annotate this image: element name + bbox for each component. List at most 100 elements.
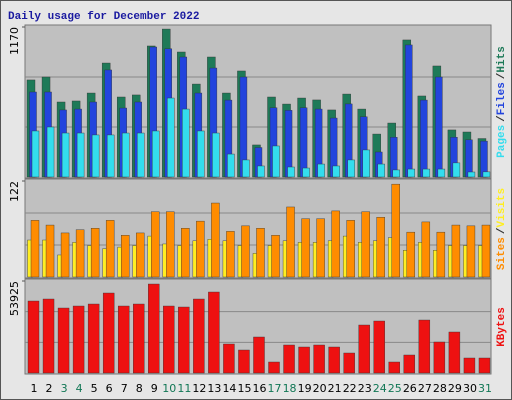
bar — [268, 361, 280, 374]
y-tick-label: 122 — [8, 181, 21, 202]
bar — [102, 292, 115, 374]
bar — [331, 210, 340, 278]
x-tick-label: 18 — [283, 382, 297, 395]
bar — [226, 231, 235, 278]
bar — [467, 171, 476, 178]
legend-entry: Visits — [496, 188, 508, 228]
bar — [317, 163, 325, 178]
bar — [197, 130, 205, 178]
x-tick-label: 19 — [298, 382, 312, 395]
y-tick-label: 53925 — [8, 281, 21, 316]
x-tick-label: 1 — [31, 382, 38, 395]
bar — [332, 165, 340, 178]
bar — [72, 305, 85, 374]
x-tick-label: 7 — [121, 382, 128, 395]
bar — [76, 132, 85, 178]
legend: KBytes — [496, 307, 508, 347]
legend-entry: KBytes — [496, 307, 508, 347]
bar — [166, 211, 175, 278]
x-tick-label: 10 — [162, 382, 176, 395]
bar — [75, 229, 85, 278]
bar — [136, 232, 145, 278]
bar — [163, 305, 175, 374]
bar — [302, 167, 310, 178]
bar — [253, 336, 265, 374]
legend-entry: Sites — [496, 237, 508, 270]
bar — [121, 132, 130, 178]
x-tick-label: 13 — [207, 382, 221, 395]
bar — [347, 159, 355, 178]
bar — [241, 225, 250, 278]
bar — [271, 235, 280, 278]
bar — [418, 319, 431, 374]
bar — [42, 298, 55, 374]
x-tick-label: 4 — [76, 382, 83, 395]
bar — [362, 149, 370, 178]
x-tick-label: 24 — [373, 382, 387, 395]
bar — [133, 303, 145, 374]
bar — [463, 357, 476, 374]
bar — [451, 224, 461, 278]
x-tick-label: 15 — [237, 382, 251, 395]
legend: Pages/Files/Hits — [496, 46, 508, 158]
bar — [283, 344, 295, 374]
bar — [328, 346, 340, 374]
x-tick-label: 20 — [313, 382, 327, 395]
legend: Sites /Visits — [496, 188, 508, 270]
bar — [91, 134, 100, 178]
bar — [388, 361, 400, 374]
bar — [257, 165, 265, 178]
bar — [420, 99, 428, 178]
x-tick-label: 30 — [463, 382, 477, 395]
bar — [212, 132, 220, 178]
bar — [358, 324, 370, 374]
bar — [301, 218, 310, 278]
y-tick-label: 1170 — [8, 27, 21, 55]
bar — [151, 211, 160, 278]
x-tick-label: 28 — [433, 382, 447, 395]
bar — [346, 220, 355, 278]
bar — [193, 298, 205, 374]
x-tick-label: 2 — [46, 382, 53, 395]
bar — [272, 145, 280, 178]
x-tick-label: 12 — [192, 382, 206, 395]
legend-entry: Pages — [496, 125, 508, 158]
bar — [436, 231, 446, 278]
bar — [466, 225, 476, 278]
x-tick-label: 3 — [61, 382, 68, 395]
bar — [57, 307, 70, 374]
x-tick-label: 16 — [253, 382, 267, 395]
bar — [211, 202, 220, 278]
bar — [376, 216, 385, 278]
x-tick-label: 6 — [106, 382, 113, 395]
bar — [481, 224, 491, 278]
x-tick-label: 5 — [91, 382, 98, 395]
bar — [377, 163, 385, 178]
legend-separator: / — [496, 115, 508, 122]
x-tick-label: 11 — [177, 382, 191, 395]
chart-title: Daily usage for December 2022 — [8, 11, 199, 23]
bar — [433, 341, 446, 374]
bar — [182, 108, 190, 178]
bar — [373, 320, 385, 374]
bar — [392, 169, 400, 178]
bar — [196, 220, 205, 278]
bar — [316, 218, 325, 278]
bar — [46, 126, 55, 178]
bar — [313, 344, 325, 374]
bar — [480, 140, 488, 178]
bar — [407, 168, 416, 178]
bar — [343, 352, 355, 374]
bar — [120, 235, 130, 278]
bar — [361, 211, 370, 278]
bar — [152, 130, 160, 178]
bar — [421, 221, 431, 278]
bar — [482, 171, 491, 178]
bar — [208, 291, 220, 374]
x-tick-label: 29 — [448, 382, 462, 395]
bar — [148, 283, 160, 374]
bar — [405, 44, 413, 178]
bar — [106, 134, 115, 178]
bar — [465, 139, 473, 178]
